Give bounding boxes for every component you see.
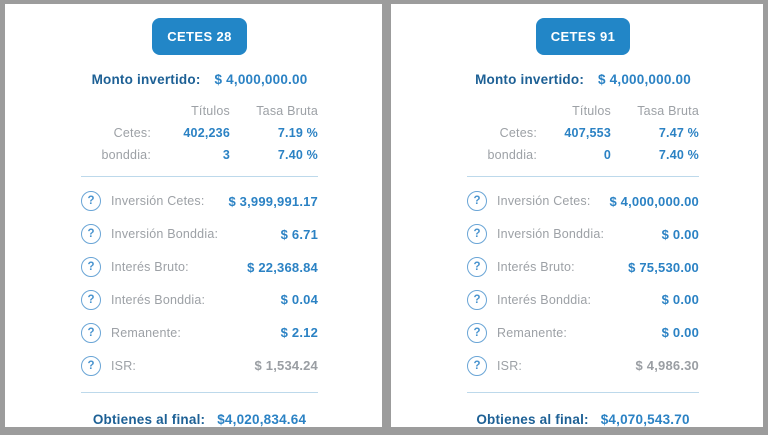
- detail-label: Interés Bruto:: [111, 260, 189, 275]
- column-header-titulos: Títulos: [572, 104, 611, 118]
- obtienes-al-final-row: Obtienes al final: $4,020,834.64: [81, 412, 318, 427]
- cetes-91-button[interactable]: CETES 91: [535, 18, 631, 55]
- detail-row-inversion-bonddia: ? Inversión Bonddia: $ 0.00: [467, 223, 699, 246]
- detail-label: ISR:: [497, 358, 523, 373]
- row-label-bonddia: bonddia:: [101, 148, 151, 162]
- cetes-28-button[interactable]: CETES 28: [152, 18, 247, 55]
- detail-value: $ 2.12: [280, 325, 318, 341]
- monto-invertido-label: Monto invertido:: [475, 72, 585, 87]
- help-icon[interactable]: ?: [467, 322, 487, 343]
- detail-label: Inversión Cetes:: [497, 194, 591, 209]
- monto-invertido-value: $ 4,000,000.00: [214, 72, 308, 87]
- monto-invertido-value: $ 4,000,000.00: [598, 72, 691, 87]
- monto-invertido-label: Monto invertido:: [91, 72, 201, 87]
- detail-label: Remanente:: [497, 325, 568, 340]
- detail-value: $ 6.71: [280, 226, 318, 242]
- help-icon[interactable]: ?: [467, 257, 487, 278]
- detail-value: $ 0.00: [661, 325, 699, 341]
- detail-value: $ 0.00: [661, 226, 699, 242]
- cetes-titulos-value: 407,553: [564, 126, 611, 140]
- detail-row-isr: ? ISR: $ 1,534.24: [81, 354, 318, 377]
- monto-invertido-row: Monto invertido: $ 4,000,000.00: [81, 72, 318, 87]
- help-icon[interactable]: ?: [467, 355, 487, 376]
- bonddia-tasa-bruta-value: 7.40 %: [277, 148, 318, 162]
- help-icon[interactable]: ?: [81, 322, 101, 343]
- empty-header-cell: [81, 104, 151, 118]
- help-icon[interactable]: ?: [81, 289, 101, 310]
- row-label-cetes: Cetes:: [499, 126, 537, 140]
- detail-row-inversion-cetes: ? Inversión Cetes: $ 4,000,000.00: [467, 190, 699, 213]
- monto-invertido-row: Monto invertido: $ 4,000,000.00: [467, 72, 699, 87]
- cetes-titulos-value: 402,236: [183, 126, 230, 140]
- cetes-tasa-bruta-value: 7.19 %: [277, 126, 318, 140]
- detail-value: $ 0.00: [661, 292, 699, 308]
- titulos-tasa-table: Títulos Tasa Bruta Cetes: 402,236 7.19 %…: [81, 104, 318, 162]
- detail-row-interes-bonddia: ? Interés Bonddia: $ 0.00: [467, 288, 699, 311]
- help-icon[interactable]: ?: [81, 224, 101, 245]
- row-label-bonddia: bonddia:: [487, 148, 537, 162]
- detail-row-remanente: ? Remanente: $ 2.12: [81, 321, 318, 344]
- detail-value: $ 0.04: [280, 292, 318, 308]
- detail-row-interes-bruto: ? Interés Bruto: $ 75,530.00: [467, 256, 699, 279]
- obtienes-al-final-label: Obtienes al final:: [476, 411, 589, 427]
- detail-label: Inversión Cetes:: [111, 194, 205, 209]
- detail-value: $ 22,368.84: [247, 259, 318, 275]
- detail-row-remanente: ? Remanente: $ 0.00: [467, 321, 699, 344]
- detail-label: Interés Bonddia:: [497, 292, 592, 307]
- footer-divider: [81, 391, 318, 393]
- obtienes-al-final-value: $4,020,834.64: [217, 411, 307, 427]
- detail-label: Inversión Bonddia:: [497, 227, 605, 242]
- bonddia-titulos-value: 3: [222, 148, 230, 162]
- detail-value: $ 3,999,991.17: [228, 193, 318, 209]
- empty-header-cell: [467, 104, 537, 118]
- table-divider: [467, 176, 699, 177]
- bonddia-tasa-bruta-value: 7.40 %: [658, 148, 699, 162]
- help-icon[interactable]: ?: [467, 289, 487, 310]
- detail-label: Interés Bruto:: [497, 260, 575, 275]
- help-icon[interactable]: ?: [81, 355, 101, 376]
- detail-label: Remanente:: [111, 325, 182, 340]
- obtienes-al-final-row: Obtienes al final: $4,070,543.70: [467, 412, 699, 427]
- footer-divider: [467, 391, 699, 393]
- cetes-91-panel: CETES 91 Monto invertido: $ 4,000,000.00…: [391, 4, 763, 427]
- row-label-cetes: Cetes:: [113, 126, 151, 140]
- bonddia-titulos-value: 0: [603, 148, 611, 162]
- help-icon[interactable]: ?: [467, 224, 487, 245]
- cetes-tasa-bruta-value: 7.47 %: [658, 126, 699, 140]
- cetes-28-panel: CETES 28 Monto invertido: $ 4,000,000.00…: [5, 4, 382, 427]
- help-icon[interactable]: ?: [467, 191, 487, 212]
- detail-label: Interés Bonddia:: [111, 292, 206, 307]
- detail-row-interes-bruto: ? Interés Bruto: $ 22,368.84: [81, 256, 318, 279]
- column-header-titulos: Títulos: [191, 104, 230, 118]
- detail-row-inversion-bonddia: ? Inversión Bonddia: $ 6.71: [81, 223, 318, 246]
- table-divider: [81, 176, 318, 177]
- detail-label: Inversión Bonddia:: [111, 227, 219, 242]
- detail-value: $ 4,000,000.00: [609, 193, 699, 209]
- detail-value: $ 4,986.30: [635, 358, 699, 374]
- detail-row-inversion-cetes: ? Inversión Cetes: $ 3,999,991.17: [81, 190, 318, 213]
- detail-value: $ 1,534.24: [254, 358, 318, 374]
- detail-row-isr: ? ISR: $ 4,986.30: [467, 354, 699, 377]
- detail-value: $ 75,530.00: [628, 259, 699, 275]
- obtienes-al-final-label: Obtienes al final:: [92, 411, 206, 427]
- titulos-tasa-table: Títulos Tasa Bruta Cetes: 407,553 7.47 %…: [467, 104, 699, 162]
- obtienes-al-final-value: $4,070,543.70: [600, 411, 690, 427]
- detail-row-interes-bonddia: ? Interés Bonddia: $ 0.04: [81, 288, 318, 311]
- column-header-tasa-bruta: Tasa Bruta: [637, 104, 699, 118]
- detail-label: ISR:: [111, 358, 137, 373]
- help-icon[interactable]: ?: [81, 257, 101, 278]
- column-header-tasa-bruta: Tasa Bruta: [256, 104, 318, 118]
- help-icon[interactable]: ?: [81, 191, 101, 212]
